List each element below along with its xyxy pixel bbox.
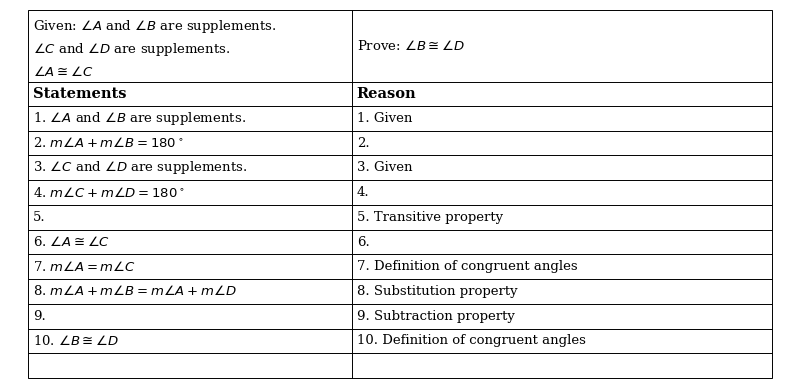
Text: 4.: 4. [357,186,370,199]
Text: 7. Definition of congruent angles: 7. Definition of congruent angles [357,260,578,273]
Text: 3. Given: 3. Given [357,161,412,174]
Text: $\angle A \cong \angle C$: $\angle A \cong \angle C$ [33,65,94,79]
Text: 5.: 5. [33,211,46,224]
Text: Prove: $\angle B \cong \angle D$: Prove: $\angle B \cong \angle D$ [357,39,465,53]
Text: 9. Subtraction property: 9. Subtraction property [357,310,514,323]
Text: 3. $\angle C$ and $\angle D$ are supplements.: 3. $\angle C$ and $\angle D$ are supplem… [33,159,247,176]
Text: 1. Given: 1. Given [357,112,412,125]
Text: 7. $m\angle A = m\angle C$: 7. $m\angle A = m\angle C$ [33,260,136,274]
Text: 2. $m\angle A + m\angle B = 180^\circ$: 2. $m\angle A + m\angle B = 180^\circ$ [33,136,184,150]
Text: 10. $\angle B \cong \angle D$: 10. $\angle B \cong \angle D$ [33,334,119,348]
Text: Statements: Statements [33,87,126,101]
Text: 10. Definition of congruent angles: 10. Definition of congruent angles [357,335,586,347]
Text: 9.: 9. [33,310,46,323]
Text: 6. $\angle A \cong \angle C$: 6. $\angle A \cong \angle C$ [33,235,110,249]
Text: $\angle C$ and $\angle D$ are supplements.: $\angle C$ and $\angle D$ are supplement… [33,41,230,58]
Text: 6.: 6. [357,235,370,249]
Text: Reason: Reason [357,87,416,101]
Text: 2.: 2. [357,137,370,150]
Text: 1. $\angle A$ and $\angle B$ are supplements.: 1. $\angle A$ and $\angle B$ are supplem… [33,110,246,127]
Text: 5. Transitive property: 5. Transitive property [357,211,502,224]
Text: Given: $\angle A$ and $\angle B$ are supplements.: Given: $\angle A$ and $\angle B$ are sup… [33,18,277,35]
Text: 8. $m\angle A + m\angle B = m\angle A + m\angle D$: 8. $m\angle A + m\angle B = m\angle A + … [33,284,237,298]
Text: 4. $m\angle C + m\angle D = 180^\circ$: 4. $m\angle C + m\angle D = 180^\circ$ [33,186,185,200]
Text: 8. Substitution property: 8. Substitution property [357,285,518,298]
